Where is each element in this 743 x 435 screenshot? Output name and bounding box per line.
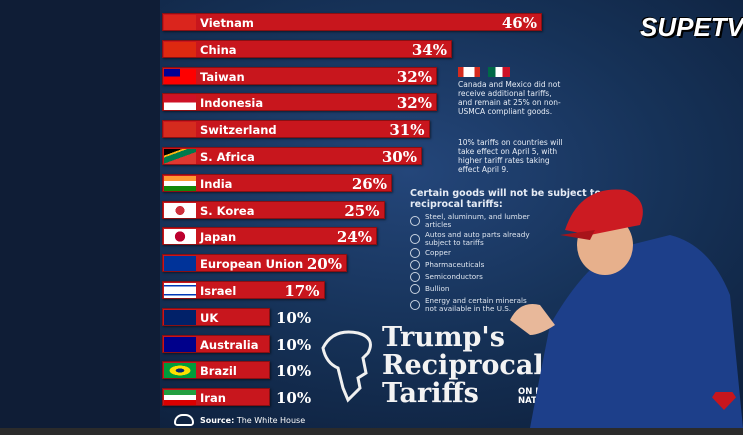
value-label: 10% (276, 308, 312, 327)
trump-silhouette-icon (321, 330, 372, 403)
flag-icon (164, 202, 196, 218)
value-label: 24% (336, 228, 372, 247)
flag-icon (164, 149, 196, 164)
source-value: The White House (236, 416, 306, 425)
bar-brazil: Brazil 10% (162, 361, 311, 380)
value-label: 17% (284, 282, 320, 300)
flag-icon (164, 309, 196, 325)
country-label: S. Korea (200, 203, 255, 218)
exempt-item: Copper (410, 248, 540, 258)
mexico-flag-icon (488, 67, 510, 77)
value-label: 32% (396, 67, 432, 86)
bar-japan: Japan 24% (162, 227, 377, 247)
value-label: 30% (381, 148, 417, 166)
bar-switzerland: Switzerland 31% (162, 120, 430, 140)
country-label: Japan (200, 230, 237, 245)
exempt-item-label: Pharmaceuticals (425, 260, 485, 269)
goods-icon (410, 234, 420, 244)
flag-icon (164, 68, 196, 84)
value-label: 20% (306, 255, 342, 274)
bar-european-union: European Union 20% (162, 254, 347, 274)
goods-icon (410, 272, 420, 282)
timing-note: 10% tariffs on countries will take effec… (458, 138, 563, 174)
exempt-item-label: Energy and certain minerals not availabl… (425, 296, 527, 313)
country-label: Australia (200, 337, 259, 352)
value-label: 10% (276, 335, 312, 354)
country-label: Switzerland (200, 123, 277, 138)
value-label: 10% (276, 389, 312, 408)
country-label: Indonesia (200, 96, 264, 111)
exempt-item: Pharmaceuticals (410, 260, 540, 270)
exempt-item-label: Semiconductors (425, 272, 483, 281)
country-label: Vietnam (200, 16, 254, 30)
bar-india: India 26% (162, 173, 392, 193)
flag-icon (164, 41, 196, 57)
value-label: 34% (411, 40, 447, 59)
flag-icon (164, 95, 196, 111)
flag-icon (164, 122, 196, 138)
country-label: Brazil (200, 364, 237, 379)
chart-title: Trump's Reciprocal Tariffs (382, 322, 544, 409)
source-logo-icon (174, 414, 194, 426)
value-label: 32% (396, 94, 432, 113)
flag-icon (164, 283, 196, 298)
exempt-item-label: Autos and auto parts already subject to … (425, 230, 530, 247)
left-panel (0, 0, 160, 428)
exempt-item: Energy and certain minerals not availabl… (410, 297, 540, 313)
exempt-item-label: Copper (425, 248, 451, 257)
goods-icon (410, 216, 420, 226)
flag-icon (164, 390, 196, 406)
country-label: China (200, 42, 237, 57)
bar-uk: UK 10% (162, 307, 311, 327)
country-label: Israel (200, 284, 237, 298)
source: Source: The White House (200, 416, 305, 425)
country-label: Taiwan (200, 69, 245, 84)
exempt-item: Semiconductors (410, 272, 540, 282)
bar-israel: Israel 17% (162, 281, 325, 300)
canada-mexico-note: Canada and Mexico did not receive additi… (458, 80, 561, 116)
trump-photo (510, 189, 743, 428)
country-label: S. Africa (200, 150, 255, 164)
goods-icon (410, 300, 420, 310)
bar-vietnam: Vietnam 46% (162, 13, 542, 32)
country-label: Iran (200, 391, 226, 406)
bar-iran: Iran 10% (162, 388, 311, 407)
flag-icon (164, 175, 196, 191)
value-label: 25% (344, 201, 380, 220)
goods-icon (410, 284, 420, 294)
bottom-bar (0, 428, 743, 435)
flag-icon (164, 15, 196, 30)
flag-icon (164, 256, 196, 272)
value-label: 10% (276, 362, 312, 381)
exempt-item: Autos and auto parts already subject to … (410, 231, 540, 247)
country-label: India (200, 176, 233, 191)
exempt-item-label: Bullion (425, 284, 450, 293)
exempt-item-label: Steel, aluminum, and lumber articles (425, 212, 530, 229)
goods-icon (410, 248, 420, 258)
flag-icon (164, 229, 196, 245)
goods-icon (410, 260, 420, 270)
canada-flag-icon (458, 67, 480, 77)
flag-icon (164, 336, 196, 352)
country-label: European Union (200, 257, 304, 272)
exempt-item: Bullion (410, 284, 540, 294)
bar-indonesia: Indonesia 32% (162, 93, 437, 113)
country-label: UK (200, 310, 219, 325)
value-label: 26% (351, 174, 387, 193)
bar-australia: Australia 10% (162, 334, 311, 354)
flag-icon (164, 363, 196, 379)
exempt-item: Steel, aluminum, and lumber articles (410, 213, 540, 229)
exempt-heading: Certain goods will not be subject to rec… (410, 188, 602, 210)
channel-logo: SUPETV (640, 12, 743, 42)
bar-s-korea: S. Korea 25% (162, 200, 385, 220)
bar-s-africa: S. Africa 30% (162, 147, 422, 166)
value-label: 46% (501, 14, 537, 32)
bar-taiwan: Taiwan 32% (162, 66, 437, 86)
source-label: Source: (200, 416, 235, 425)
bar-china: China 34% (162, 39, 452, 59)
value-label: 31% (389, 121, 425, 140)
